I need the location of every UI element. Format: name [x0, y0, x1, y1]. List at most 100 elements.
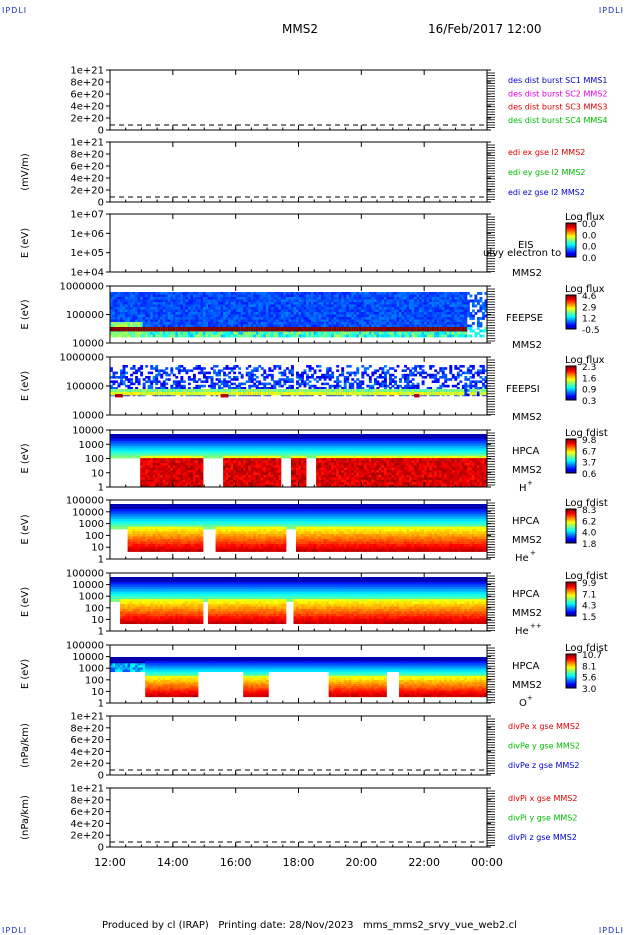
spectrogram-cell [163, 335, 166, 338]
spectrogram-cell [150, 444, 153, 447]
spectrogram-cell [354, 325, 357, 328]
spectrogram-cell [361, 392, 364, 395]
spectrogram-cell [424, 292, 427, 295]
spectrogram-cell [241, 312, 244, 315]
spectrogram-cell [394, 292, 397, 295]
spectrogram-cell [130, 441, 133, 444]
spectrogram-cell [266, 300, 269, 303]
spectrogram-cell [384, 295, 387, 298]
spectrogram-cell [185, 327, 188, 331]
spectrogram-cell [271, 335, 274, 338]
spectrogram-cell [462, 310, 465, 313]
spectrogram-cell [399, 332, 402, 335]
spectrogram-cell [286, 317, 289, 320]
spectrogram-cell [419, 302, 422, 305]
spectrogram-cell [271, 295, 274, 298]
spectrogram-cell [356, 315, 359, 318]
spectrogram-cell [422, 295, 425, 298]
spectrogram-cell [175, 335, 178, 338]
spectrogram-cell [160, 456, 163, 459]
spectrogram-cell [437, 389, 440, 392]
spectrogram-cell [268, 335, 271, 338]
spectrogram-cell [442, 315, 445, 318]
spectrogram-cell [195, 320, 198, 323]
spectrogram-cell [376, 297, 379, 300]
spectrogram-cell [133, 335, 136, 338]
spectrogram-cell [288, 292, 291, 295]
spectrogram-cell [447, 389, 450, 392]
y-tick-label: 8e+20 [70, 150, 104, 161]
spectrogram-cell [399, 300, 402, 303]
spectrogram-cell [140, 327, 143, 331]
spectrogram-cell [379, 292, 382, 295]
spectrogram-cell [288, 327, 291, 331]
spectrogram-cell [113, 383, 116, 386]
spectrogram-cell [379, 322, 382, 325]
spectrogram-cell [326, 305, 329, 308]
spectrogram-cell [442, 389, 445, 392]
spectrogram-cell [195, 322, 198, 325]
spectrogram-cell [316, 297, 319, 300]
spectrogram-cell [331, 307, 334, 310]
spectrogram-cell [125, 320, 128, 323]
spectrogram-cell [349, 307, 352, 310]
spectrogram-cell [148, 439, 151, 442]
spectrogram-cell [158, 468, 161, 471]
spectrogram-cell [140, 389, 143, 392]
spectrogram-cell [238, 320, 241, 323]
spectrogram-cell [170, 389, 173, 392]
spectrogram-cell [346, 335, 349, 338]
spectrogram-cell [359, 295, 362, 298]
spectrogram-cell [404, 315, 407, 318]
spectrogram-cell [299, 292, 302, 295]
spectrogram-cell [233, 392, 236, 395]
spectrogram-cell [128, 327, 131, 331]
spectrogram-cell [188, 292, 191, 295]
spectrogram-cell [447, 385, 450, 388]
spectrogram-cell [402, 317, 405, 320]
spectrogram-cell [281, 332, 284, 335]
spectrogram-cell [288, 295, 291, 298]
spectrogram-cell [379, 300, 382, 303]
spectrogram-cell [469, 327, 472, 330]
spectrogram-cell [432, 317, 435, 320]
spectrogram-cell [427, 317, 430, 320]
spectrogram-feepsi [110, 365, 487, 397]
spectrogram-cell [321, 297, 324, 300]
spectrogram-cell [329, 300, 332, 303]
spectrogram-cell [311, 310, 314, 313]
spectrogram-cell [462, 365, 465, 368]
spectrogram-cell [278, 312, 281, 315]
spectrogram-cell [366, 310, 369, 313]
spectrogram-cell [452, 300, 455, 303]
spectrogram-cell [180, 327, 183, 331]
spectrogram-cell [356, 292, 359, 295]
spectrogram-cell [148, 448, 151, 451]
spectrogram-cell [459, 302, 462, 305]
spectrogram-cell [113, 439, 116, 442]
spectrogram-cell [251, 315, 254, 318]
spectrogram-cell [143, 434, 146, 437]
spectrogram-cell [359, 322, 362, 325]
spectrogram-cell [447, 297, 450, 300]
spectrogram-cell [130, 305, 133, 308]
spectrogram-cell [369, 300, 372, 303]
spectrogram-cell [319, 305, 322, 308]
spectrogram-cell [188, 295, 191, 298]
spectrogram-cell [361, 376, 364, 379]
spectrogram-cell [454, 389, 457, 392]
spectrogram-cell [386, 325, 389, 328]
spectrogram-cell [115, 297, 118, 300]
spectrogram-cell [183, 392, 186, 395]
spectrogram-cell [384, 389, 387, 392]
spectrogram-cell [211, 312, 214, 315]
spectrogram-hpca_h [110, 434, 487, 487]
spectrogram-cell [190, 297, 193, 300]
spectrogram-cell [150, 461, 153, 464]
spectrogram-cell [469, 365, 472, 368]
colorbar-tick-label: 1.2 [582, 315, 596, 325]
spectrogram-cell [223, 317, 226, 320]
spectrogram-cell [198, 295, 201, 298]
spectrogram-cell [188, 389, 191, 392]
spectrogram-cell [306, 392, 309, 395]
